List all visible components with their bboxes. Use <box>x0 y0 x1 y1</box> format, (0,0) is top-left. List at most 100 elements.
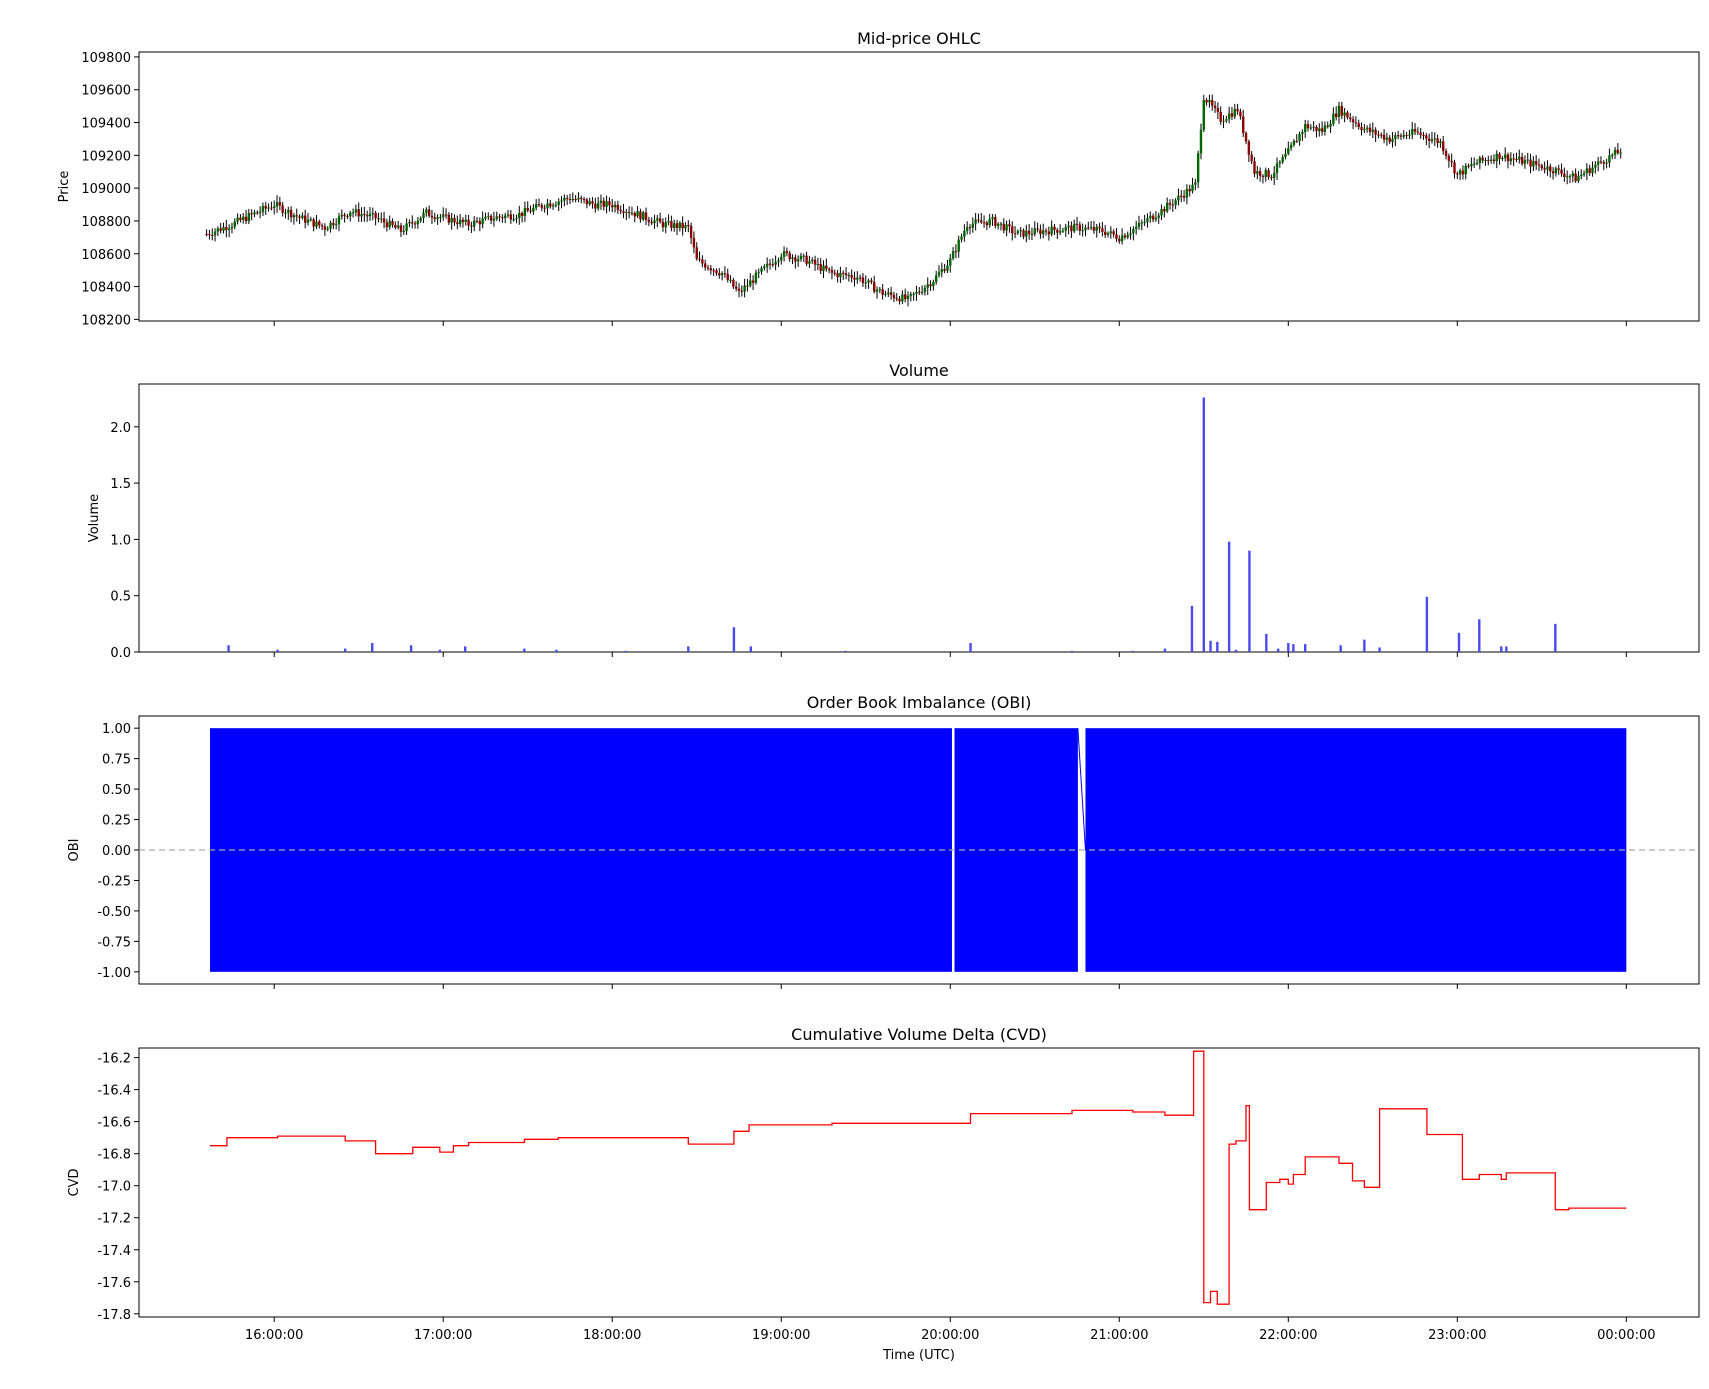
candle-body <box>1481 157 1484 161</box>
candle-body <box>853 277 856 280</box>
candle-body <box>698 258 701 260</box>
candle-body <box>1281 157 1284 162</box>
y-tick-label: 2.0 <box>110 421 131 436</box>
candle-body <box>1515 159 1518 161</box>
candle-body <box>819 263 822 271</box>
candle-body <box>1568 176 1572 178</box>
candle-body <box>425 209 428 213</box>
candle-body <box>670 221 673 228</box>
candle-body <box>408 222 411 224</box>
candle-body <box>1163 208 1166 212</box>
volume-bar <box>1248 550 1251 652</box>
candle-body <box>796 259 800 262</box>
candle-body <box>439 216 442 218</box>
candle-body <box>920 292 924 294</box>
volume-title: Volume <box>889 361 949 380</box>
candle-body <box>1253 161 1256 174</box>
candle-body <box>551 205 555 207</box>
candle-body <box>827 269 831 271</box>
candle-body <box>1134 226 1138 230</box>
candle-body <box>343 214 346 216</box>
candle-body <box>675 223 679 229</box>
candle-body <box>1419 132 1422 136</box>
candle-body <box>1349 117 1352 120</box>
candle-body <box>1050 226 1053 235</box>
candle-body <box>887 292 890 294</box>
candle-body <box>1199 129 1203 154</box>
candle-body <box>594 203 597 209</box>
volume-bar <box>1378 647 1381 652</box>
candle-body <box>934 275 938 283</box>
candle-body <box>405 223 408 231</box>
y-tick-label: -17.6 <box>97 1276 131 1291</box>
candle-body <box>974 219 977 224</box>
candle-body <box>811 259 814 262</box>
candle-body <box>805 255 808 264</box>
candle-body <box>709 268 713 271</box>
candle-body <box>644 212 648 220</box>
candle-body <box>951 251 955 259</box>
candle-body <box>802 255 805 257</box>
candle-body <box>1171 204 1175 206</box>
candle-body <box>616 204 620 211</box>
candle-body <box>309 219 313 221</box>
candle-body <box>250 213 253 215</box>
candle-body <box>1289 144 1293 149</box>
volume-bar <box>749 646 753 652</box>
y-tick-label: -17.8 <box>97 1308 131 1323</box>
candle-body <box>503 215 507 219</box>
candle-body <box>1168 202 1172 205</box>
candle-body <box>453 218 456 223</box>
candle-body <box>613 204 617 208</box>
candle-body <box>332 222 335 226</box>
candle-body <box>1106 233 1110 235</box>
candle-body <box>743 285 746 292</box>
candle-body <box>284 212 287 214</box>
volume-bar <box>1478 619 1481 652</box>
x-tick-label: 20:00:00 <box>921 1328 979 1343</box>
candle-body <box>1058 231 1062 233</box>
y-tick-label: -16.6 <box>97 1116 131 1131</box>
candle-body <box>1008 224 1011 227</box>
candle-body <box>236 217 239 222</box>
candle-body <box>734 286 738 289</box>
candle-body <box>444 214 448 216</box>
candle-body <box>858 277 862 279</box>
candle-body <box>1284 153 1287 158</box>
candle-body <box>723 273 727 275</box>
candle-body <box>351 212 355 214</box>
candle-body <box>340 214 344 217</box>
candle-body <box>608 201 611 206</box>
candle-body <box>1427 138 1431 141</box>
candle-body <box>689 225 693 238</box>
candle-body <box>430 215 434 218</box>
candle-body <box>985 222 989 226</box>
candle-body <box>278 202 282 206</box>
candle-body <box>1295 141 1298 143</box>
x-tick-label: 21:00:00 <box>1090 1328 1148 1343</box>
candle-body <box>1267 170 1270 178</box>
candle-body <box>768 263 772 265</box>
candle-body <box>1042 230 1045 235</box>
candle-body <box>1495 153 1498 162</box>
candle-body <box>1185 188 1189 198</box>
candle-body <box>227 228 231 231</box>
candle-body <box>1225 119 1228 121</box>
candle-body <box>1202 100 1205 130</box>
obi-band <box>954 728 1078 972</box>
candle-body <box>543 207 546 209</box>
candle-body <box>816 263 820 265</box>
candle-body <box>1140 222 1144 224</box>
candle-body <box>261 206 265 212</box>
candle-body <box>484 216 487 219</box>
candle-body <box>1019 230 1022 232</box>
volume-bar <box>409 645 413 652</box>
candle-body <box>1351 119 1355 123</box>
candle-body <box>320 225 324 227</box>
candle-body <box>943 269 946 271</box>
candle-body <box>667 221 670 223</box>
candle-body <box>963 230 966 237</box>
candle-body <box>267 207 270 209</box>
candle-body <box>1030 233 1034 235</box>
candle-body <box>898 298 901 302</box>
